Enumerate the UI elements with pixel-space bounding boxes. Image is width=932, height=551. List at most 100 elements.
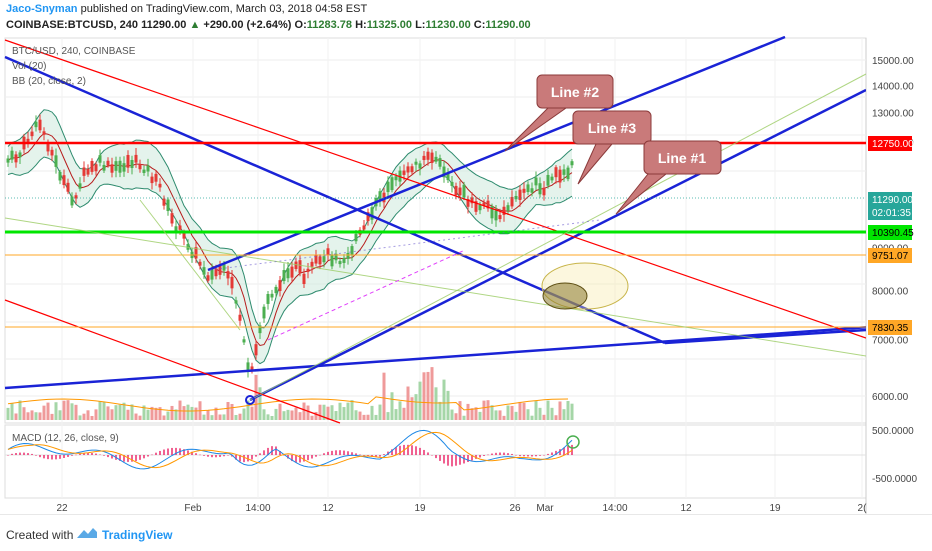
volume-bar [290,410,294,420]
macd-histogram-bar [159,450,161,455]
tradingview-brand-link[interactable]: TradingView [102,528,173,542]
dashed-projection-line[interactable] [267,249,466,341]
candle-body [142,169,146,173]
candle-body [146,165,150,172]
macd-histogram-bar [171,447,173,455]
volume-bars [6,367,574,420]
volume-bar [546,400,550,420]
volume-bar [154,407,158,420]
macd-histogram-bar [295,455,297,463]
candle-body [42,131,46,135]
candle-body [534,177,538,186]
macd-histogram-bar [259,453,261,455]
highlight-ellipse-small[interactable] [542,282,588,310]
candle-body [90,160,94,172]
candle-body [198,261,202,266]
volume-bar [70,403,74,420]
candle-body [334,253,338,261]
label-last-bg [868,192,912,207]
red-lower-line[interactable] [4,299,341,424]
volume-ma-line [7,396,569,412]
high-label: H: [355,19,367,31]
volume-bar [38,412,42,420]
candle-body [206,275,210,281]
macd-histogram-bar [515,454,517,456]
candle-body [490,206,494,219]
annotation-line-1[interactable]: Line #1 [615,140,722,215]
macd-histogram-bar [375,455,377,457]
macd-histogram-bar [411,445,413,455]
macd-histogram-bar [539,455,541,456]
macd-histogram-bar [59,455,61,459]
green-trend-line[interactable] [249,73,866,401]
red-descending-line[interactable] [4,39,866,339]
price-tick-label: 15000.00 [872,56,914,67]
green-decline-line[interactable] [139,199,241,331]
time-tick-label: 19 [414,503,426,514]
macd-histogram-bar [543,454,545,456]
change-arrow-icon: ▲ [189,19,201,31]
volume-bar [118,404,122,420]
candle-body [406,166,410,173]
volume-bar [458,401,462,420]
macd-histogram-bar [67,455,69,457]
candle-body [562,169,566,175]
macd-histogram-bar [279,450,281,455]
volume-bar [422,372,426,420]
macd-histogram-bar [71,455,73,456]
macd-histogram-bar [87,452,89,455]
macd-histogram-bar [415,446,417,455]
dotted-line[interactable] [209,219,601,271]
macd-histogram-bar [103,455,105,456]
macd-histogram-bar [307,455,309,461]
candle-body [214,268,218,277]
published-text: published on TradingView.com, March 03, … [80,3,368,15]
macd-histogram-bar [559,449,561,455]
macd-axis[interactable]: 500.0000 -500.0000 [872,426,917,485]
volume-bar [274,408,278,420]
volume-bar [406,386,410,420]
volume-bar [130,404,134,420]
time-axis[interactable]: 22 Feb 14:00 12 19 26 Mar 14:00 12 19 2( [56,503,867,514]
candle-body [162,198,166,206]
price-tick-label: 13000.00 [872,108,914,119]
macd-histogram-bar [471,455,473,461]
author-link[interactable]: Jaco-Snyman [6,3,78,15]
candle-body [58,171,62,181]
blue-support-line[interactable] [4,326,870,390]
candle-body [302,273,306,285]
volume-bar [134,413,138,420]
candle-body [318,256,322,265]
volume-bar [358,411,362,420]
chart-area[interactable]: Line #2 Line #3 Line #1 BTC/USD, 240, CO… [0,36,932,514]
candle-body [338,261,342,265]
open-value: 11283.78 [306,19,353,31]
volume-bar [278,403,282,420]
candle-body [242,339,246,343]
macd-histogram-bar [275,446,277,455]
candle-body [154,173,158,182]
macd-pane[interactable] [4,424,867,499]
annotation-line-2[interactable]: Line #2 [504,74,614,152]
macd-histogram-bar [155,452,157,455]
time-tick-label: Feb [184,503,202,514]
candle-body [446,172,450,181]
blue-connector-line[interactable] [664,328,866,345]
macd-histogram-bar [39,455,41,458]
macd-histogram-bar [107,455,109,458]
volume-bar [46,402,50,420]
candle-body [26,138,30,144]
candle-body [390,177,394,191]
volume-bar [382,372,386,420]
blue-channel-lower[interactable] [249,88,866,402]
candle-body [106,160,110,166]
price-chart[interactable]: Line #2 Line #3 Line #1 BTC/USD, 240, CO… [0,36,932,514]
volume-ma [7,396,569,412]
candle-body [166,199,170,212]
volume-bar [374,414,378,420]
volume-bar [410,397,414,420]
green-fan-line[interactable] [4,217,866,357]
candle-body [538,183,542,195]
macd-histogram-bar [123,455,125,462]
annotation-line-3[interactable]: Line #3 [572,110,652,185]
